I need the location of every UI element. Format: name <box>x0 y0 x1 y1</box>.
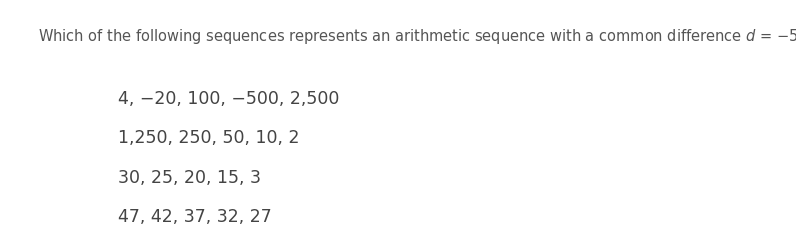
Text: 4, −20, 100, −500, 2,500: 4, −20, 100, −500, 2,500 <box>118 90 339 108</box>
Text: Which of the following sequences represents an arithmetic sequence with a common: Which of the following sequences represe… <box>38 27 796 46</box>
Text: 30, 25, 20, 15, 3: 30, 25, 20, 15, 3 <box>118 169 261 187</box>
Text: 1,250, 250, 50, 10, 2: 1,250, 250, 50, 10, 2 <box>118 129 299 147</box>
Text: 47, 42, 37, 32, 27: 47, 42, 37, 32, 27 <box>118 208 271 225</box>
